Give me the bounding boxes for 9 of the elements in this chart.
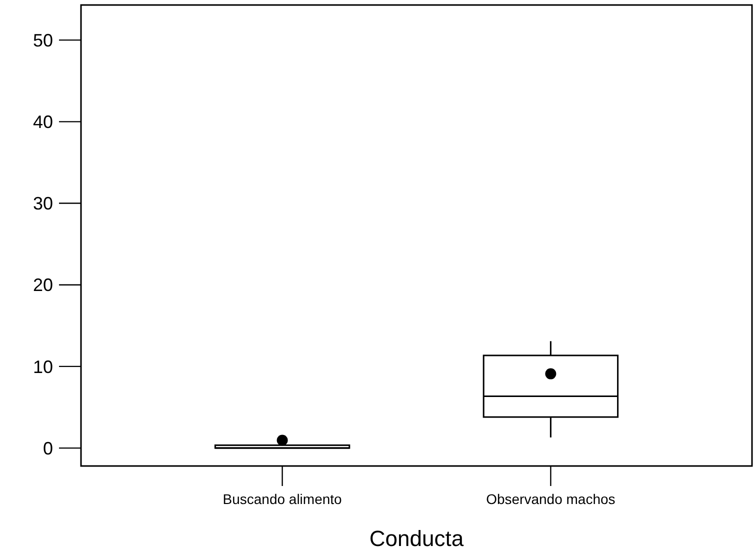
y-tick-label: 0 [42,438,53,458]
y-tick-label: 40 [32,112,53,132]
x-tick-label: Observando machos [486,491,616,507]
y-tick-label: 50 [32,30,53,50]
x-tick-label: Buscando alimento [222,491,342,507]
y-tick-label: 10 [32,356,53,377]
y-tick-label: 20 [32,275,53,296]
x-axis-title: Conducta [369,526,464,551]
y-tick-label: 30 [32,194,53,214]
